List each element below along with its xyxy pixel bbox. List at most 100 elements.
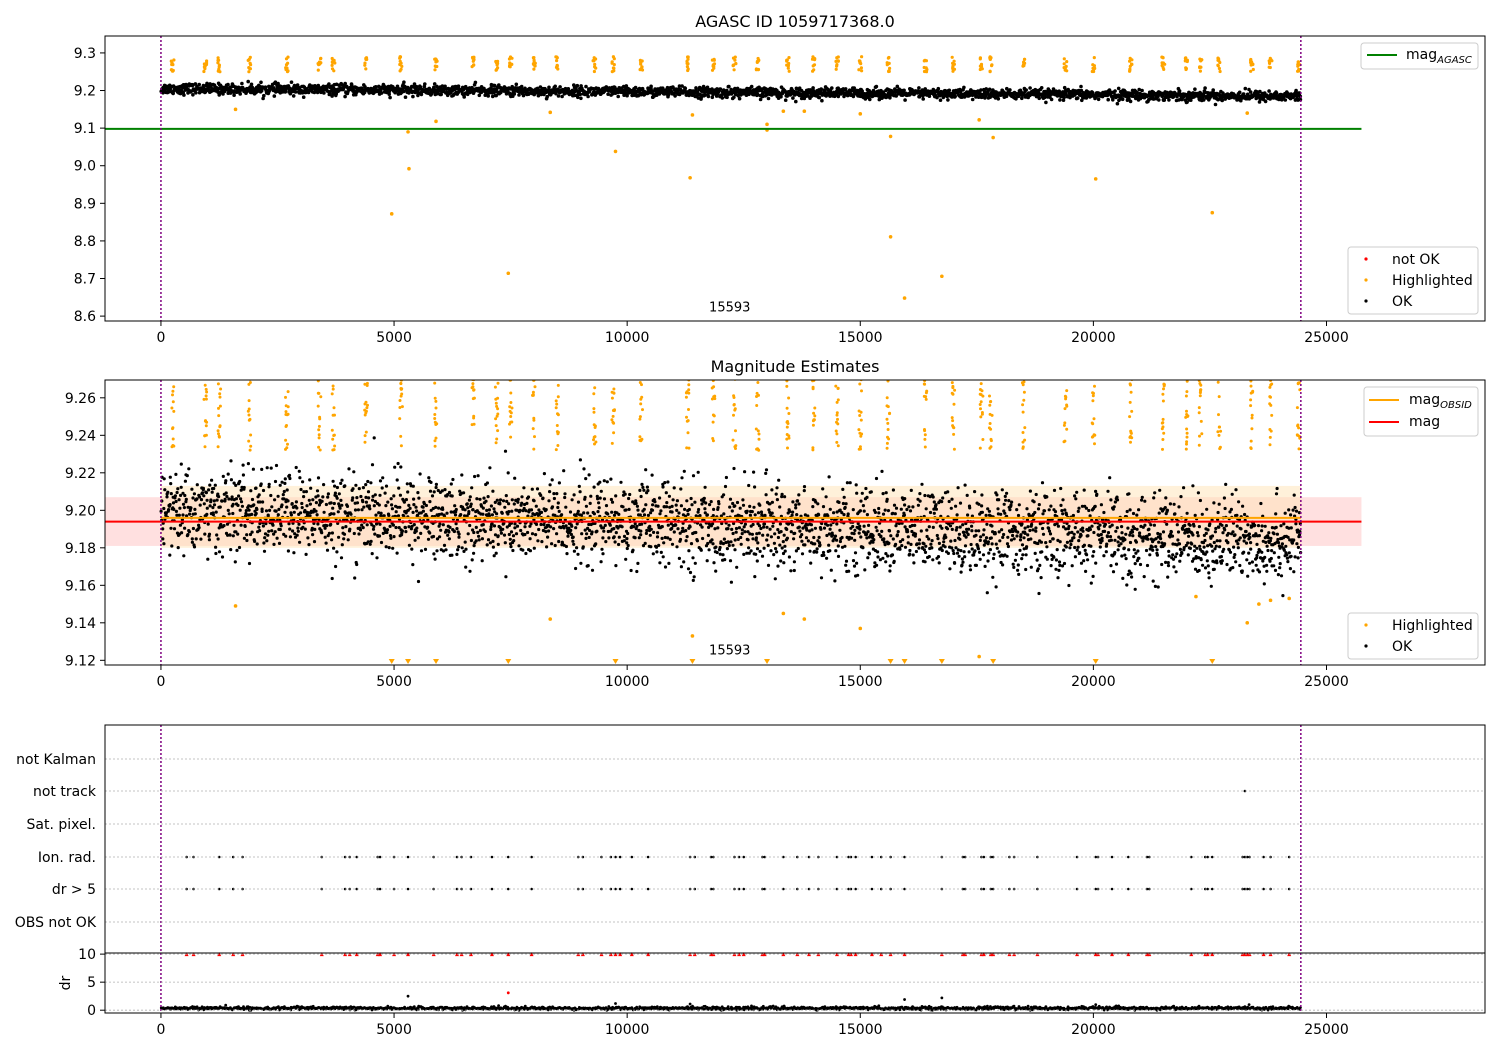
highlighted-point (593, 62, 597, 66)
ok-point (1258, 89, 1262, 94)
ok-point (762, 522, 767, 526)
ok-point (194, 91, 198, 95)
ok-point (267, 529, 271, 533)
ok-point (378, 479, 383, 483)
ok-point (627, 496, 631, 501)
ok-point (348, 527, 352, 531)
ok-point (399, 465, 403, 469)
ok-point (312, 521, 316, 526)
ok-point (768, 527, 772, 531)
ok-point (205, 81, 209, 86)
ok-point (269, 493, 273, 498)
highlighted-point (248, 67, 252, 71)
ok-point (316, 494, 320, 498)
highlighted-point (1251, 67, 1255, 72)
ok-point (453, 513, 458, 517)
ok-point (805, 528, 809, 532)
ok-point (530, 532, 535, 536)
ok-point (612, 513, 617, 517)
ok-point (439, 92, 444, 97)
ok-point (622, 534, 627, 539)
ok-point (1263, 99, 1268, 104)
ok-point (664, 491, 668, 495)
ok-point (293, 532, 297, 536)
ok-point (480, 537, 484, 541)
ok-point (686, 512, 690, 517)
ok-point (644, 503, 648, 507)
ok-point (1216, 97, 1221, 101)
ok-point (534, 533, 538, 537)
ok-point (1049, 97, 1054, 102)
ok-point (689, 496, 693, 501)
ok-point (463, 514, 467, 518)
ok-point (202, 494, 206, 498)
legend-highlighted-swatch (1364, 278, 1368, 282)
ok-point (634, 501, 638, 505)
ok-point (635, 524, 639, 528)
ok-point (524, 509, 528, 513)
ok-point (569, 528, 573, 533)
ok-point (509, 530, 514, 534)
ok-point (353, 508, 358, 512)
ok-point (386, 500, 390, 504)
ok-point (445, 511, 449, 515)
ok-point (400, 529, 404, 533)
highlighted-point (712, 57, 716, 62)
ok-point (366, 490, 371, 494)
ok-point (340, 478, 344, 482)
ok-point (688, 525, 692, 529)
ok-point (659, 550, 663, 555)
ok-point (553, 84, 557, 89)
ok-point (193, 512, 197, 516)
ok-point (237, 494, 241, 498)
highlighted-point (951, 69, 955, 73)
ok-point (455, 552, 459, 557)
ok-point (424, 503, 428, 508)
ok-point (184, 497, 188, 501)
ok-point (239, 488, 243, 492)
highlighted-point (172, 58, 176, 62)
ok-point (724, 475, 729, 480)
ok-point (312, 90, 317, 95)
ok-point (770, 500, 775, 504)
legend-ok-swatch (1364, 299, 1368, 303)
ok-point (666, 93, 671, 97)
ok-point (214, 510, 218, 514)
ok-point (327, 531, 331, 535)
ok-point (652, 530, 656, 535)
ok-point (682, 560, 686, 564)
agasc-panel-data (105, 36, 1362, 321)
ok-point (753, 575, 757, 579)
ok-point (454, 507, 458, 512)
highlighted-point (433, 68, 437, 72)
ok-point (1193, 87, 1197, 91)
ok-point (601, 552, 605, 556)
magnitude-estimates-title: Magnitude Estimates (711, 357, 880, 376)
ok-point (282, 489, 286, 494)
ok-point (691, 556, 695, 560)
ok-point (755, 547, 760, 551)
ok-point (746, 538, 750, 542)
ok-point (169, 492, 173, 496)
ok-point (520, 495, 524, 499)
ok-point (419, 549, 424, 553)
ok-point (523, 86, 527, 91)
ok-point (307, 543, 311, 547)
ok-point (720, 96, 725, 100)
highlighted-point (950, 55, 954, 59)
ok-point (783, 495, 787, 499)
ok-point (764, 471, 768, 475)
ok-point (377, 511, 381, 515)
ok-point (718, 545, 722, 550)
ok-point (639, 494, 643, 499)
ok-point (431, 534, 436, 539)
ok-point (874, 84, 879, 89)
highlighted-point (812, 68, 816, 72)
ok-point (513, 476, 517, 480)
ok-point (542, 523, 546, 527)
ok-point (238, 508, 242, 512)
ok-point (281, 493, 285, 497)
ok-point (813, 526, 818, 530)
ok-point (211, 506, 215, 510)
ok-point (373, 532, 377, 536)
